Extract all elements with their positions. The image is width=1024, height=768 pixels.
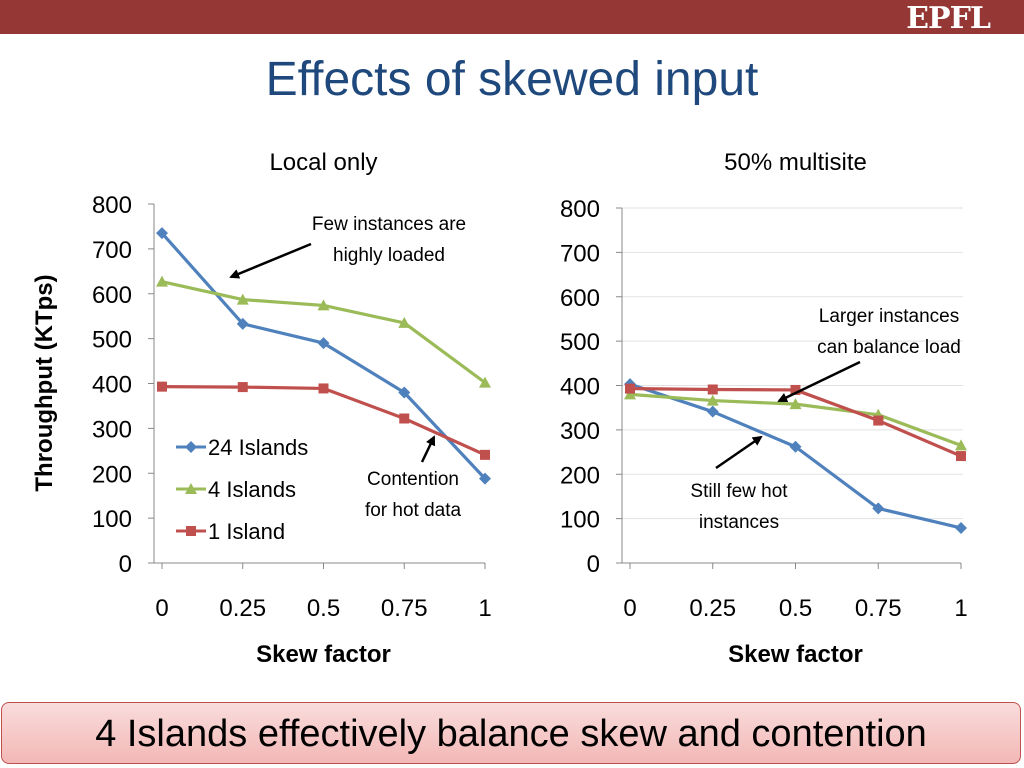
x-tick-label: 0.25 [689,595,736,622]
data-point [156,227,168,240]
slide-title: Effects of skewed input [265,53,759,106]
y-tick-label: 300 [560,418,600,445]
legend-marker [185,441,197,453]
annotation-line: Larger instances [819,306,959,327]
takeaway-banner: 4 Islands effectively balance skew and c… [1,702,1021,764]
annotation-still-few-hot: Still few hot instances [690,435,788,533]
x-tick-label: 0.25 [219,595,266,622]
annotation-arrow [229,242,312,279]
x-tick-label: 0 [155,595,168,622]
annotation-line: instances [699,512,779,533]
chart-title: 50% multisite [724,149,867,176]
header-bar [0,0,1024,34]
chart-title: Local only [269,149,377,176]
y-tick-label: 400 [560,374,600,401]
annotation-line: for hot data [365,500,462,521]
data-point [479,472,491,485]
legend-label: 1 Island [208,519,285,544]
y-tick-label: 800 [92,192,132,219]
y-tick-label: 100 [560,507,600,534]
data-point [955,521,967,534]
legend-marker [185,483,197,494]
y-tick-label: 0 [587,551,600,578]
data-point [790,384,801,395]
data-point [707,384,718,395]
annotation-line: Still few hot [690,481,788,502]
y-tick-label: 0 [119,551,132,578]
data-point [236,293,249,305]
legend: 24 Islands 4 Islands 1 Island [176,435,308,544]
x-tick-label: 0 [623,595,636,622]
data-point [156,275,168,287]
data-point [317,299,330,311]
y-tick-label: 100 [92,506,132,533]
data-point [317,337,330,350]
y-tick-label: 500 [560,329,600,356]
x-tick-label: 0.75 [855,595,902,622]
x-tick-label: 0.75 [381,595,428,622]
annotation-arrow [420,435,436,463]
data-point [873,415,884,426]
data-point [706,405,719,418]
legend-label: 4 Islands [208,477,296,502]
series-1-island [625,383,966,462]
x-tick-label: 0.5 [307,595,340,622]
annotation-arrow [715,435,763,470]
series-line [161,280,486,384]
data-point [625,383,635,394]
legend-label: 24 Islands [208,435,308,460]
y-tick-label: 600 [560,285,600,312]
epfl-logo: EPFL [906,1,991,36]
annotation-line: Contention [367,469,459,490]
x-tick-label: 0.5 [779,595,812,622]
annotation-larger-instances: Larger instances can balance load [777,306,961,403]
series-1-island [157,381,490,460]
annotation-contention: Contention for hot data [365,435,462,521]
y-tick-label: 700 [92,237,132,264]
chart-multisite: 50% multisite 0 100 200 300 400 500 600 700 800 0 0… [560,149,968,668]
y-tick-label: 300 [92,416,132,443]
annotation-arrow [777,360,861,403]
data-point [398,316,411,328]
y-tick-label: 200 [560,462,600,489]
data-point [789,398,802,410]
series-4-islands [156,275,491,388]
annotation-line: highly loaded [333,245,445,266]
y-axis-title: Throughput (KTps) [31,274,58,491]
legend-marker [186,526,196,536]
y-tick-label: 200 [92,461,132,488]
data-point [237,382,248,393]
series-4-islands [624,388,967,451]
data-point [480,449,490,460]
data-point [479,376,491,388]
series-24-islands [624,378,967,534]
data-point [236,317,249,330]
x-tick-label: 1 [478,595,491,622]
data-point [706,394,719,406]
data-point [318,383,329,394]
data-point [624,388,636,400]
annotation-line: Few instances are [312,214,466,235]
data-point [789,440,802,453]
x-tick-label: 1 [954,595,967,622]
data-point [956,451,966,462]
data-point [157,381,167,392]
chart-local-only: Local only 0 100 200 300 400 500 600 700 800 0 0.25… [92,149,492,668]
data-point [872,502,885,515]
data-point [398,386,411,399]
data-point [399,413,410,424]
y-tick-label: 600 [92,282,132,309]
y-tick-label: 500 [92,327,132,354]
charts-area: Throughput (KTps) Local only010020030040… [31,149,968,668]
y-tick-label: 800 [560,196,600,223]
annotation-line: can balance load [817,337,961,358]
data-point [955,439,967,451]
x-axis-title: Skew factor [728,641,863,668]
annotation-few-instances: Few instances are highly loaded [229,214,466,279]
y-tick-label: 400 [92,372,132,399]
x-axis-title: Skew factor [256,641,391,668]
y-tick-label: 700 [560,240,600,267]
